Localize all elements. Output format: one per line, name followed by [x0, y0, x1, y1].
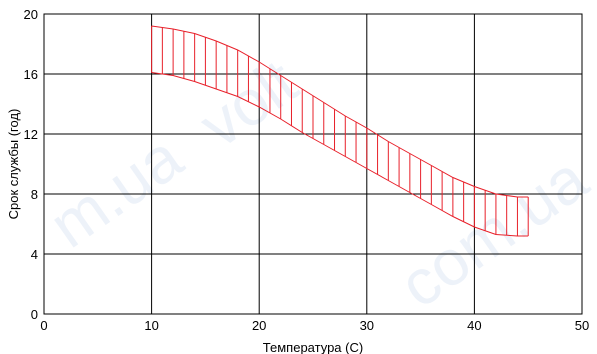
x-tick-label: 30	[360, 318, 374, 333]
watermark: m.ua volt com.ua	[37, 45, 597, 321]
y-tick-labels: 0 4 8 12 16 20	[24, 7, 38, 322]
y-tick-label: 16	[24, 67, 38, 82]
x-tick-label: 10	[144, 318, 158, 333]
svg-text:m.ua: m.ua	[37, 121, 195, 262]
plot-frame	[43, 13, 583, 315]
x-tick-label: 40	[467, 318, 481, 333]
y-axis-label: Срок службы (год)	[6, 109, 21, 220]
x-tick-label: 0	[40, 318, 47, 333]
y-tick-label: 20	[24, 7, 38, 22]
y-tick-label: 4	[31, 247, 38, 262]
y-tick-label: 12	[24, 127, 38, 142]
life-band	[151, 25, 529, 237]
x-tick-label: 20	[252, 318, 266, 333]
x-tick-label: 50	[575, 318, 589, 333]
y-tick-label: 8	[31, 187, 38, 202]
y-tick-label: 0	[31, 307, 38, 322]
x-axis-label: Температура (С)	[263, 340, 363, 354]
svg-text:com.ua: com.ua	[387, 142, 597, 322]
x-tick-labels: 0 10 20 30 40 50	[40, 318, 589, 333]
